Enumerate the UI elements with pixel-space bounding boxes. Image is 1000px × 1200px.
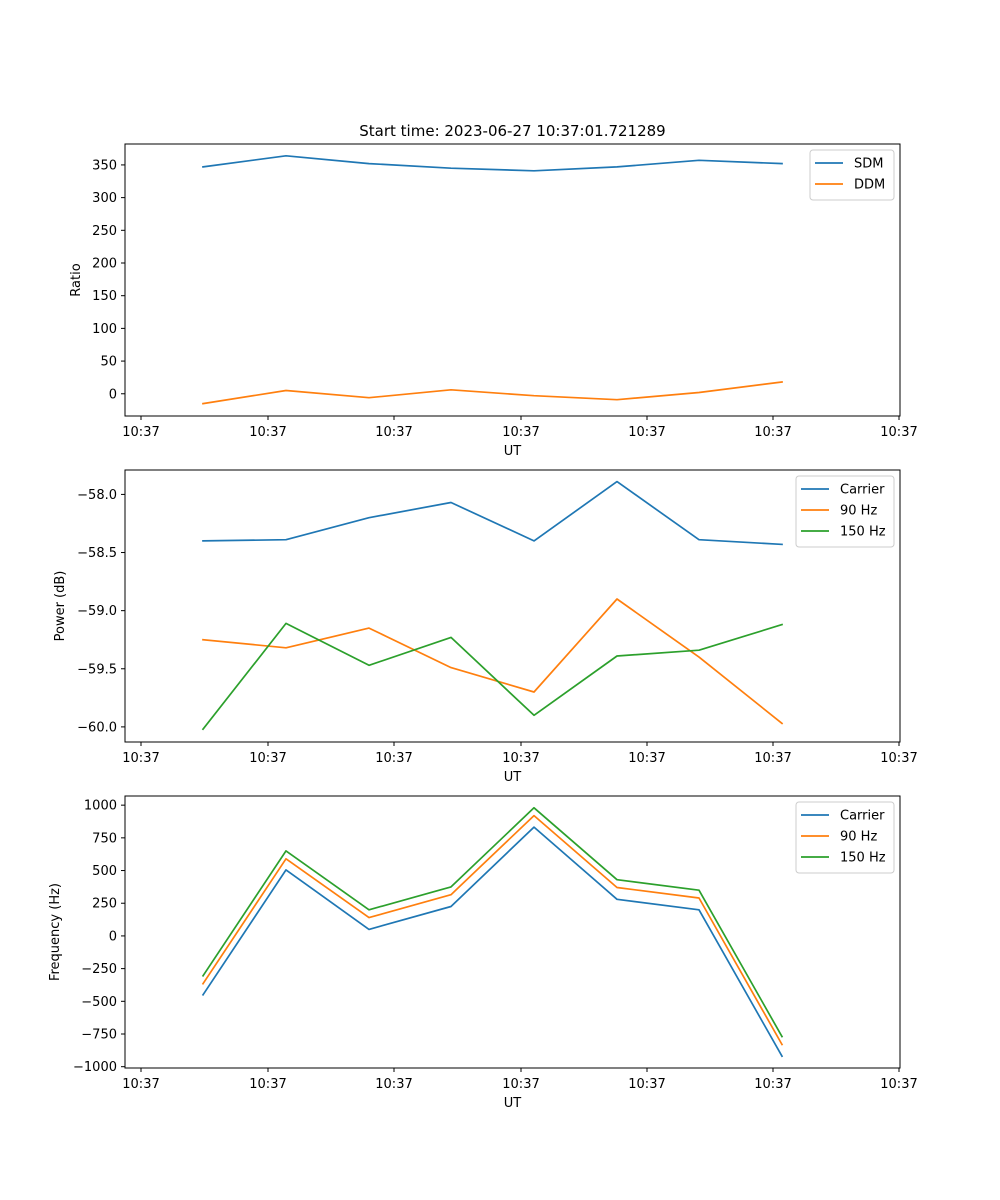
y-tick-label: 300 [92,191,117,206]
legend-label: 90 Hz [840,830,877,845]
series-line-150-hz [201,622,784,731]
y-tick-label: −1000 [73,1060,117,1075]
y-tick-label: 750 [92,831,117,846]
legend: SDM DDM [809,149,895,201]
subplot-1: 10:37 10:37 10:37 10:37 10:37 10:37 10:37 UT 0 50… [69,143,918,459]
y-tick-label: 250 [92,224,117,239]
axes-frame [124,795,901,1069]
x-axis-label: UT [504,1096,522,1111]
y-axis-label: Ratio [69,263,84,296]
y-tick-label: −250 [81,962,117,977]
series-line-150-hz [201,806,784,1038]
x-tick-label: 10:37 [754,1077,791,1092]
subplot-3: 10:37 10:37 10:37 10:37 10:37 10:37 10:37 UT 100… [48,795,918,1111]
series-line-ddm [202,381,783,405]
legend-label: 150 Hz [840,851,886,866]
subplot-2: 10:37 10:37 10:37 10:37 10:37 10:37 10:37 UT −58… [53,469,918,785]
legend-label: Carrier [840,483,885,498]
y-tick-label: 350 [92,158,117,173]
y-axis-label: Frequency (Hz) [48,883,63,981]
y-tick-label: 0 [109,929,117,944]
x-tick-label: 10:37 [502,425,539,440]
axes-frame [124,469,901,743]
legend-label: 90 Hz [840,504,877,519]
y-tick-label: 1000 [84,799,117,814]
x-tick-label: 10:37 [249,751,286,766]
x-tick-label: 10:37 [375,1077,412,1092]
x-tick-label: 10:37 [754,751,791,766]
series-line-90-hz [202,598,784,725]
y-tick-label: 150 [92,289,117,304]
series-line-carrier [202,480,783,546]
y-tick-label: 0 [109,387,117,402]
y-tick-label: 200 [92,257,117,272]
x-axis-label: UT [504,770,522,785]
x-tick-label: 10:37 [375,425,412,440]
x-axis-label: UT [504,444,522,459]
legend: Carrier 90 Hz 150 Hz [795,475,895,548]
y-tick-label: −59.5 [77,662,117,677]
figure-title: Start time: 2023-06-27 10:37:01.721289 [359,122,665,140]
y-axis-label: Power (dB) [53,571,68,642]
legend: Carrier 90 Hz 150 Hz [795,801,895,874]
y-tick-label: 100 [92,322,117,337]
x-tick-label: 10:37 [249,1077,286,1092]
y-tick-label: −500 [81,995,117,1010]
x-tick-label: 10:37 [122,1077,159,1092]
legend-label: SDM [854,157,883,172]
legend-box [795,475,895,548]
x-tick-label: 10:37 [880,1077,917,1092]
y-tick-label: 500 [92,864,117,879]
series-line-90-hz [201,814,784,1046]
x-tick-label: 10:37 [628,425,665,440]
axes-frame [124,143,901,417]
y-tick-label: 50 [100,355,117,370]
legend-label: Carrier [840,809,885,824]
x-tick-label: 10:37 [880,751,917,766]
x-tick-label: 10:37 [628,751,665,766]
legend-label: DDM [854,178,885,193]
x-tick-label: 10:37 [122,751,159,766]
y-tick-label: −59.0 [77,604,117,619]
x-tick-label: 10:37 [502,751,539,766]
series-line-carrier [201,826,784,1058]
x-tick-label: 10:37 [249,425,286,440]
legend-label: 150 Hz [840,525,886,540]
x-tick-label: 10:37 [880,425,917,440]
series-line-sdm [202,154,783,172]
y-tick-label: −58.5 [77,546,117,561]
legend-box [795,801,895,874]
x-tick-label: 10:37 [122,425,159,440]
x-tick-label: 10:37 [628,1077,665,1092]
x-tick-label: 10:37 [375,751,412,766]
y-tick-label: −60.0 [77,720,117,735]
x-tick-label: 10:37 [754,425,791,440]
x-tick-label: 10:37 [502,1077,539,1092]
y-tick-label: −58.0 [77,488,117,503]
y-tick-label: −750 [81,1028,117,1043]
y-tick-label: 250 [92,897,117,912]
